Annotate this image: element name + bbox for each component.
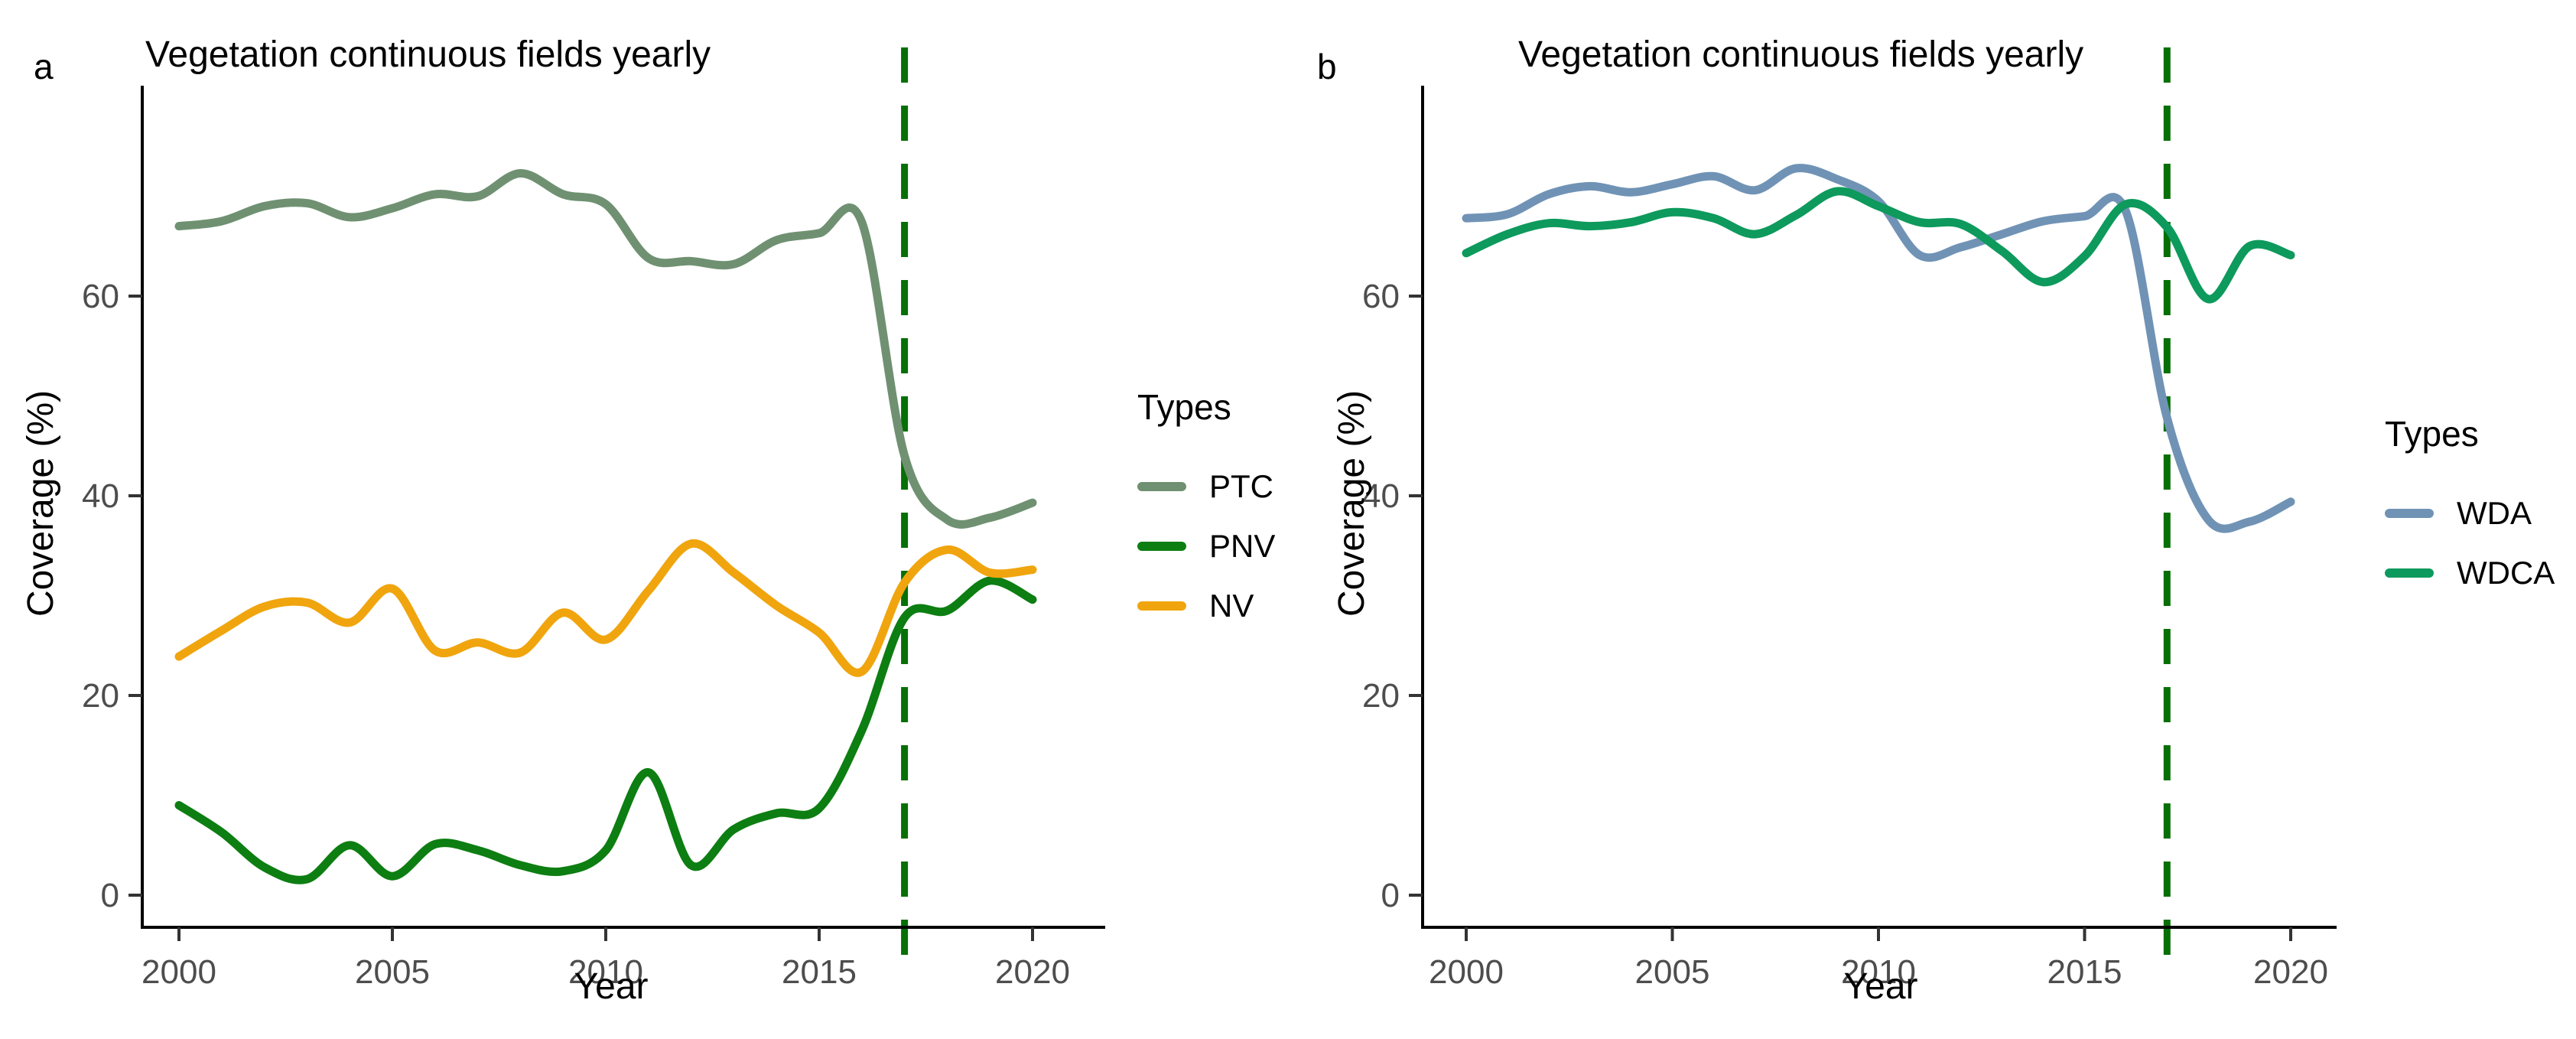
- panel-b-series-WDCA-line: [1462, 187, 2295, 304]
- legend-key-PTC: [1137, 482, 1186, 491]
- panel-a-y-tick-label: 40: [82, 477, 119, 515]
- panel-b-y-tick-label: 0: [1381, 877, 1400, 914]
- panel-b-y-tick-label: 60: [1362, 278, 1400, 315]
- panel-b-x-tick-label: 2020: [2253, 953, 2328, 991]
- legend-label-WDA: WDA: [2457, 495, 2532, 531]
- legend-key-PNV: [1137, 542, 1186, 551]
- panel-a-y-axis-title: Coverage (%): [21, 389, 61, 617]
- panel-a-series-PTC-line: [174, 169, 1037, 529]
- panel-a-letter: a: [34, 47, 54, 86]
- panel-b-x-tick-label: 2015: [2047, 953, 2122, 991]
- legend-item-PNV: PNV: [1137, 516, 1275, 576]
- panel-a-x-tick-label: 2015: [782, 953, 857, 991]
- legend-key-WDCA: [2385, 568, 2434, 578]
- legend-label-PNV: PNV: [1209, 528, 1276, 564]
- legend-item-WDA: WDA: [2385, 484, 2555, 543]
- panel-b-legend-title: Types: [2385, 414, 2479, 454]
- legend-item-PTC: PTC: [1137, 457, 1275, 516]
- panel-a-title: Vegetation continuous fields yearly: [145, 34, 711, 75]
- panel-a-series-NV-line: [174, 539, 1037, 677]
- panel-a-legend-items: PTC PNV NV: [1137, 457, 1275, 636]
- panel-b-x-tick-label: 2010: [1841, 953, 1916, 991]
- panel-a-x-tick-label: 2000: [141, 953, 216, 991]
- panel-b-letter: b: [1317, 47, 1337, 86]
- panel-b-x-tick-label: 2005: [1635, 953, 1710, 991]
- panel-b-y-tick-label: 40: [1362, 477, 1400, 515]
- panel-b-legend-items: WDA WDCA: [2385, 484, 2555, 603]
- panel-a-legend: Types PTC PNV NV: [1137, 386, 1275, 636]
- legend-key-WDA: [2385, 509, 2434, 518]
- legend-item-NV: NV: [1137, 576, 1275, 636]
- legend-label-NV: NV: [1209, 588, 1254, 624]
- panel-a-x-tick-label: 2020: [995, 953, 1070, 991]
- legend-key-NV: [1137, 601, 1186, 611]
- panel-b-x-axis-title: Year: [1843, 966, 1918, 1007]
- panel-a-legend-title: Types: [1137, 387, 1231, 427]
- panel-a-plot: 0 20 40 60 2000 2005 2010 2015 2020: [82, 47, 1105, 991]
- legend-label-WDCA: WDCA: [2457, 555, 2555, 591]
- legend-item-WDCA: WDCA: [2385, 543, 2555, 603]
- panel-b-series-WDA-line: [1462, 164, 2295, 533]
- panel-b-legend: Types WDA WDCA: [2385, 413, 2555, 603]
- panel-a-y-tick-label: 0: [101, 877, 119, 914]
- panel-b-y-tick-label: 20: [1362, 677, 1400, 715]
- panel-a-x-tick-label: 2010: [568, 953, 643, 991]
- panel-a-x-tick-label: 2005: [355, 953, 430, 991]
- panel-a-x-axis-title: Year: [574, 966, 649, 1007]
- panel-a-series-PNV-line: [174, 576, 1037, 884]
- panel-a-y-tick-label: 60: [82, 278, 119, 315]
- panel-b-plot: 0 20 40 60 2000 2005 2010 2015 2020: [1362, 47, 2337, 991]
- panel-b-title: Vegetation continuous fields yearly: [1518, 34, 2084, 75]
- panel-b-x-tick-label: 2000: [1429, 953, 1504, 991]
- panel-b-y-axis-title: Coverage (%): [1332, 389, 1372, 617]
- panel-a-y-tick-label: 20: [82, 677, 119, 715]
- legend-label-PTC: PTC: [1209, 468, 1273, 504]
